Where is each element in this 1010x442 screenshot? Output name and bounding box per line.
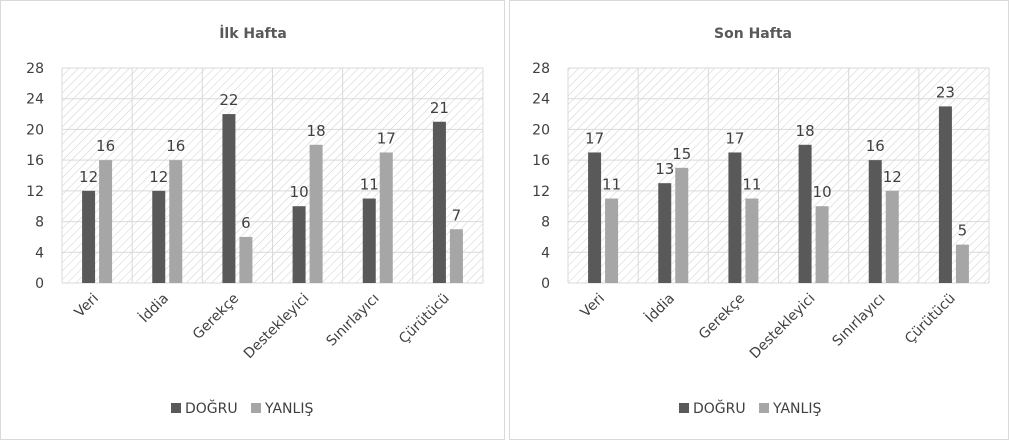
data-label: 12 bbox=[149, 168, 168, 186]
legend-swatch bbox=[759, 403, 769, 413]
y-tick-label: 16 bbox=[26, 153, 44, 169]
bar-yanlis bbox=[885, 190, 899, 283]
legend-label: DOĞRU bbox=[693, 399, 746, 417]
bar-yanlis bbox=[955, 244, 969, 283]
bar-dogru bbox=[728, 152, 742, 283]
y-tick-label: 24 bbox=[26, 92, 44, 108]
data-label: 15 bbox=[672, 145, 691, 163]
bar-dogru bbox=[362, 198, 376, 283]
bar-dogru bbox=[868, 160, 882, 283]
y-tick-label: 28 bbox=[532, 61, 550, 77]
bar-yanlis bbox=[675, 167, 689, 283]
x-tick-label: Veri bbox=[578, 291, 608, 321]
y-tick-label: 12 bbox=[26, 184, 44, 200]
data-label: 11 bbox=[360, 176, 379, 194]
y-tick-label: 8 bbox=[541, 215, 550, 231]
x-tick-label: Veri bbox=[72, 291, 102, 321]
data-label: 11 bbox=[602, 176, 621, 194]
bar-dogru bbox=[798, 144, 812, 283]
x-tick-label: Gerekçe bbox=[696, 291, 748, 343]
data-label: 6 bbox=[241, 214, 251, 232]
x-tick-label: Sınırlayıcı bbox=[324, 291, 383, 350]
x-tick-label: Sınırlayıcı bbox=[830, 291, 889, 350]
x-tick-label: Çürütücü bbox=[902, 291, 959, 348]
y-tick-label: 20 bbox=[26, 122, 44, 138]
bar-yanlis bbox=[449, 229, 463, 283]
bar-dogru bbox=[938, 106, 952, 284]
data-label: 22 bbox=[219, 91, 238, 109]
x-tick-label: Destekleyici bbox=[241, 291, 313, 363]
data-label: 10 bbox=[813, 183, 832, 201]
data-label: 16 bbox=[96, 137, 115, 155]
data-label: 17 bbox=[377, 129, 396, 147]
data-label: 17 bbox=[585, 129, 604, 147]
data-label: 11 bbox=[742, 176, 761, 194]
chart-title: Son Hafta bbox=[714, 26, 792, 42]
data-label: 21 bbox=[430, 99, 449, 117]
legend-swatch bbox=[171, 403, 181, 413]
data-label: 10 bbox=[290, 183, 309, 201]
bar-dogru bbox=[82, 190, 96, 283]
data-label: 5 bbox=[958, 222, 968, 240]
data-label: 16 bbox=[166, 137, 185, 155]
x-tick-label: Gerekçe bbox=[190, 291, 242, 343]
data-label: 17 bbox=[725, 129, 744, 147]
data-label: 12 bbox=[883, 168, 902, 186]
x-tick-label: İddia bbox=[135, 289, 172, 326]
bar-dogru bbox=[588, 152, 602, 283]
bar-dogru bbox=[222, 114, 236, 283]
data-label: 13 bbox=[655, 160, 674, 178]
bar-yanlis bbox=[239, 236, 253, 283]
y-tick-label: 8 bbox=[35, 215, 44, 231]
data-label: 7 bbox=[452, 206, 462, 224]
y-tick-label: 0 bbox=[35, 276, 44, 292]
chart-ilk-hafta: İlk Hafta 0 4 8 12 16 20 24 28 12 16 Veri 12 16 İddia 2… bbox=[26, 25, 484, 417]
bar-dogru bbox=[432, 121, 446, 283]
legend-label: DOĞRU bbox=[185, 399, 238, 417]
data-label: 16 bbox=[866, 137, 885, 155]
bar-dogru bbox=[292, 206, 306, 283]
chart-panel-ilk-hafta: İlk Hafta 0 4 8 12 16 20 24 28 12 16 Veri 12 16 İddia 2… bbox=[0, 0, 505, 440]
bar-dogru bbox=[152, 190, 166, 283]
data-label: 18 bbox=[307, 122, 326, 140]
bar-yanlis bbox=[745, 198, 759, 283]
data-label: 18 bbox=[796, 122, 815, 140]
data-label: 23 bbox=[936, 83, 955, 101]
y-tick-label: 4 bbox=[541, 245, 550, 261]
chart-title: İlk Hafta bbox=[219, 25, 287, 42]
y-tick-label: 12 bbox=[532, 184, 550, 200]
bar-yanlis bbox=[99, 160, 113, 283]
y-tick-label: 4 bbox=[35, 245, 44, 261]
y-tick-label: 28 bbox=[26, 61, 44, 77]
bar-yanlis bbox=[169, 160, 183, 283]
x-tick-label: Destekleyici bbox=[747, 291, 819, 363]
bar-yanlis bbox=[815, 206, 829, 283]
legend-label: YANLIŞ bbox=[772, 401, 821, 417]
bar-yanlis bbox=[379, 152, 393, 283]
legend-swatch bbox=[679, 403, 689, 413]
y-tick-label: 20 bbox=[532, 122, 550, 138]
y-tick-label: 0 bbox=[541, 276, 550, 292]
chart-panel-son-hafta: Son Hafta 0 4 8 12 16 20 24 28 17 11 Veri 13 15 İddia 1… bbox=[509, 0, 1009, 440]
data-label: 12 bbox=[79, 168, 98, 186]
x-tick-label: İddia bbox=[641, 289, 678, 326]
y-tick-label: 16 bbox=[532, 153, 550, 169]
bar-yanlis bbox=[309, 144, 323, 283]
x-tick-label: Çürütücü bbox=[396, 291, 453, 348]
bar-yanlis bbox=[605, 198, 619, 283]
bar-dogru bbox=[658, 183, 672, 283]
legend-label: YANLIŞ bbox=[264, 401, 313, 417]
legend-swatch bbox=[251, 403, 261, 413]
y-tick-label: 24 bbox=[532, 92, 550, 108]
